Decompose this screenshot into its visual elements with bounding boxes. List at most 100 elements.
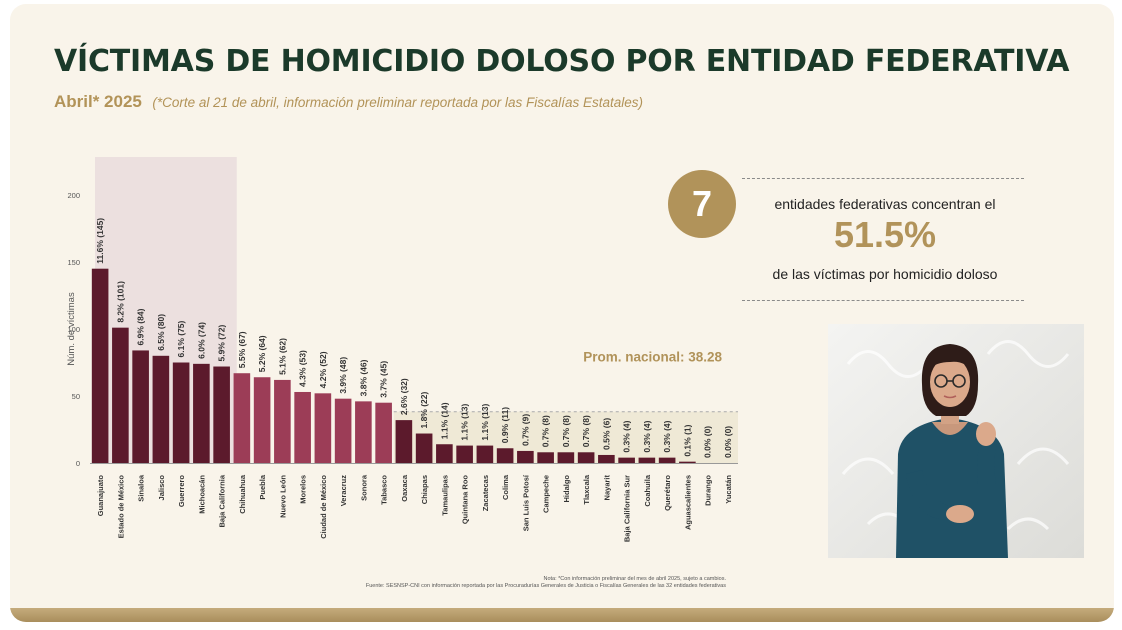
category-label: San Luis Potosí [521,474,530,531]
category-label: Chihuahua [238,474,247,514]
bar-value-label: 6.0% (74) [196,322,206,359]
category-label: Tabasco [380,475,389,505]
bar [334,398,352,463]
category-label: Estado de México [116,475,125,539]
bar-value-label: 1.8% (22) [419,391,429,428]
category-label: Nuevo León [278,475,287,518]
chart-footnote: Nota: *Con información preliminar del me… [230,576,726,590]
bar [456,445,473,463]
bar [152,355,170,463]
bar-value-label: 8.2% (101) [115,281,125,323]
bar [132,350,149,463]
category-label: Ciudad de México [319,475,328,539]
category-label: Veracruz [339,475,348,507]
category-label: Tamaulipas [440,475,449,516]
bar [436,444,453,463]
category-label: Hidalgo [562,475,571,503]
bar-value-label: 1.1% (13) [480,404,490,441]
bar [415,433,433,463]
bar-value-label: 0.3% (4) [622,420,632,452]
bar-value-label: 4.2% (52) [318,351,328,388]
bar-value-label: 0.5% (6) [601,418,611,450]
chart-bars-layer [91,268,696,463]
category-label: Guerrero [177,475,186,508]
category-label: Puebla [258,474,267,499]
bar [213,366,230,463]
category-label: Quintana Roo [461,475,470,525]
bar-value-label: 1.1% (13) [460,404,470,441]
bar [517,450,534,463]
category-label: Campeche [542,475,551,513]
bar [598,454,615,463]
bar [193,363,210,463]
category-label: Zacatecas [481,475,490,511]
bar [274,379,291,463]
bar [355,401,372,463]
bar-value-label: 0.7% (9) [520,414,530,446]
bar-value-label: 1.1% (14) [439,402,449,439]
bar-value-label: 3.8% (46) [358,359,368,396]
footnote-source: Fuente: SESNSP-CNI con información repor… [365,583,726,589]
bar [172,362,190,463]
category-label: Tlaxcala [582,474,591,504]
category-label: Coahuila [643,474,652,506]
bar [658,457,676,463]
bar-value-label: 0.7% (8) [581,415,591,447]
bar-value-label: 0.3% (4) [642,420,652,452]
bar [395,420,413,463]
subtitle: Abril* 2025 [54,92,142,111]
callout-text-line2: de las víctimas por homicidio doloso [772,266,998,282]
category-label: Baja California Sur [623,475,632,542]
y-tick-label: 150 [67,258,80,267]
homicide-bar-chart: Prom. nacional: 38.28 Núm. de víctimas 0 50… [66,157,738,542]
bar [253,377,271,463]
category-label: Colima [501,474,510,500]
bar-value-label: 3.7% (45) [379,361,389,398]
concentration-callout: 7 entidades federativas concentran el 51… [664,166,1026,306]
bottom-gold-bar [10,608,1114,622]
bar [638,457,656,463]
page-title: VÍCTIMAS DE HOMICIDIO DOLOSO POR ENTIDAD… [54,44,1070,79]
y-tick-label: 0 [76,459,80,468]
callout-bottom-divider [742,300,1024,301]
bar-value-label: 0.3% (4) [662,420,672,452]
subtitle-note: (*Corte al 21 de abril, información prel… [152,95,644,110]
bar [557,452,575,463]
bar [537,452,554,463]
average-label: Prom. nacional: 38.28 [583,350,722,365]
bar-value-label: 11.6% (145) [95,218,105,264]
bar [577,452,595,463]
bar-value-label: 2.6% (32) [399,378,409,415]
bar [496,448,514,463]
bar [91,268,109,463]
bar-value-label: 3.9% (48) [338,357,348,394]
bar-value-label: 0.0% (0) [703,426,713,458]
category-label: Durango [704,475,713,506]
bar [618,457,635,463]
bar-value-label: 6.1% (75) [176,320,186,357]
y-axis-label: Núm. de víctimas [66,292,77,366]
bar-value-label: 0.1% (1) [682,424,692,456]
bar-value-label: 0.0% (0) [723,426,733,458]
callout-text-line1: entidades federativas concentran el [774,196,996,212]
bar-value-label: 0.7% (8) [541,415,551,447]
category-label: Chiapas [420,475,429,504]
chart-labels-layer: Prom. nacional: 38.28 Núm. de víctimas 0 50… [66,191,733,542]
bar-value-label: 5.5% (67) [237,331,247,368]
category-label: Morelos [299,475,308,504]
footnote-note: Nota: *Con información preliminar del me… [543,576,726,582]
bar-value-label: 5.2% (64) [257,335,267,372]
category-label: Guanajuato [96,475,105,517]
bar [233,373,251,463]
bar [294,391,311,463]
category-label: Aguascalientes [683,475,692,530]
bar [476,445,494,463]
bar-value-label: 0.7% (8) [561,415,571,447]
bar [112,327,129,463]
bar [679,461,696,463]
category-label: Sinaloa [137,474,146,502]
category-label: Baja California [218,474,227,527]
subtitle-row: Abril* 2025 (*Corte al 21 de abril, info… [54,92,643,112]
callout-top-divider [742,178,1024,179]
bar-value-label: 5.1% (62) [277,338,287,375]
